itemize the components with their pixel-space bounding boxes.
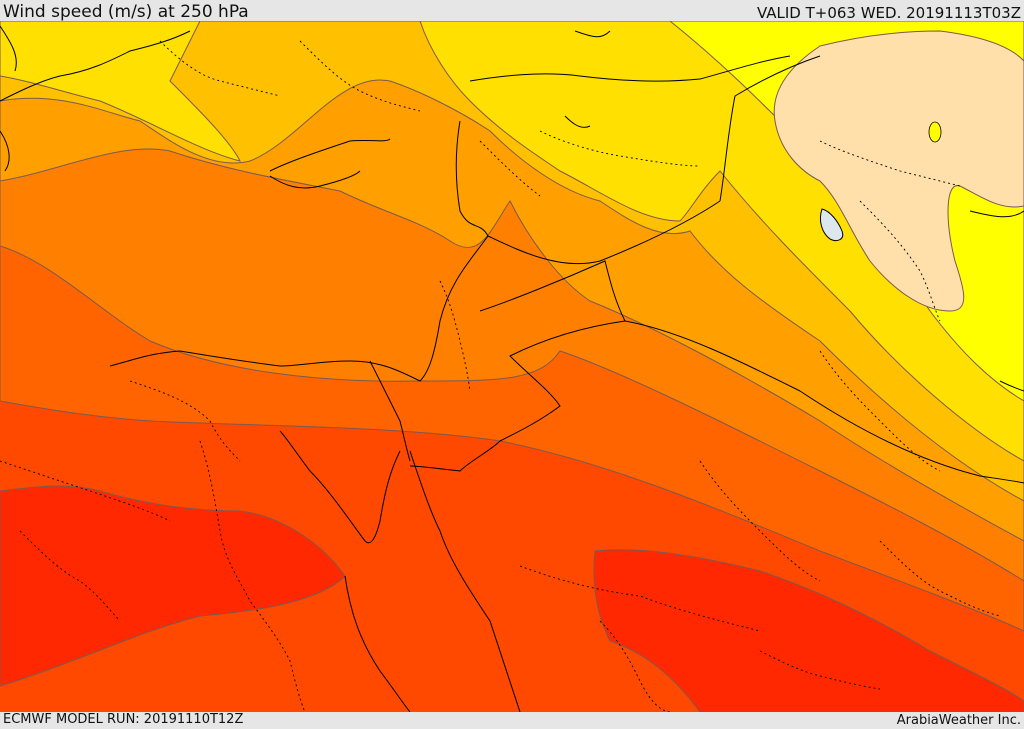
band-1-fill: [773, 30, 1024, 312]
map-canvas: [0, 21, 1024, 712]
admin-boundaries: [0, 40, 1001, 712]
band-3-left-fill: [0, 21, 241, 162]
lake-patch: [928, 121, 942, 143]
sea-patch: [819, 208, 844, 242]
borders: [369, 55, 1024, 484]
footer-bar: ECMWF MODEL RUN: 20191110T12Z ArabiaWeat…: [0, 712, 1024, 729]
valid-time: VALID T+063 WED. 20191113T03Z: [756, 4, 1021, 22]
header-bar: Wind speed (m/s) at 250 hPa VALID T+063 …: [0, 0, 1024, 22]
coastlines: [0, 25, 1024, 712]
model-run: ECMWF MODEL RUN: 20191110T12Z: [3, 712, 244, 727]
band-9-left-fill: [0, 485, 346, 687]
credit-text: ArabiaWeather Inc.: [896, 713, 1021, 728]
band-9-right-fill: [593, 549, 1024, 712]
wind-speed-map[interactable]: [0, 21, 1024, 712]
map-title: Wind speed (m/s) at 250 hPa: [3, 2, 249, 22]
